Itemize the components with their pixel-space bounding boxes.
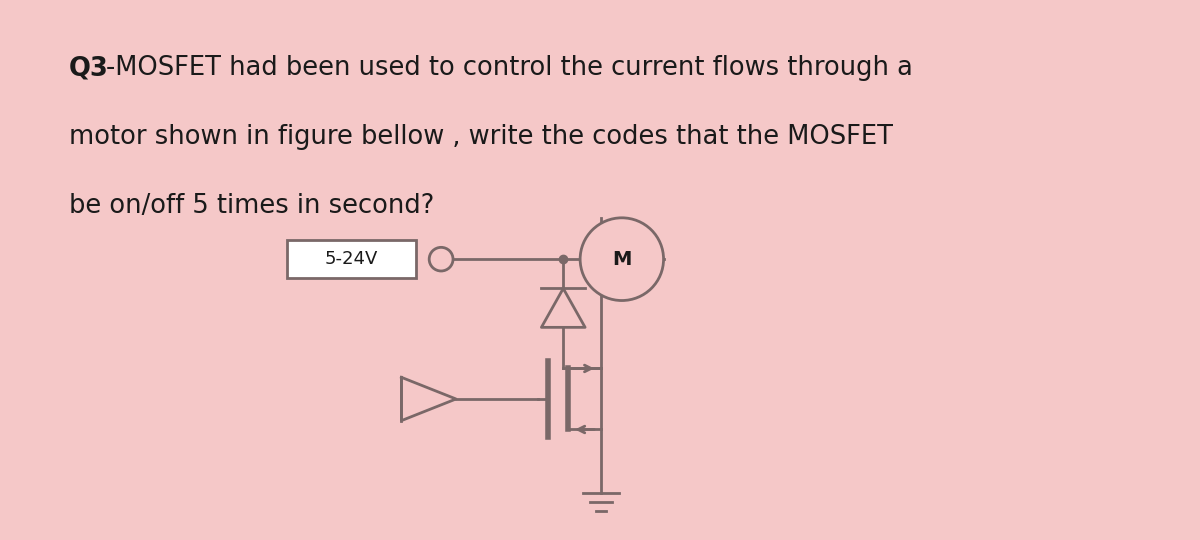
Bar — [287, 240, 416, 278]
Circle shape — [430, 247, 454, 271]
Text: be on/off 5 times in second?: be on/off 5 times in second? — [68, 193, 434, 219]
Text: Q3: Q3 — [68, 56, 108, 82]
Text: motor shown in figure bellow , write the codes that the MOSFET: motor shown in figure bellow , write the… — [68, 124, 893, 150]
Text: -MOSFET had been used to control the current flows through a: -MOSFET had been used to control the cur… — [107, 56, 913, 82]
Text: 5-24V: 5-24V — [325, 250, 378, 268]
Circle shape — [580, 218, 664, 301]
Text: M: M — [612, 249, 631, 269]
